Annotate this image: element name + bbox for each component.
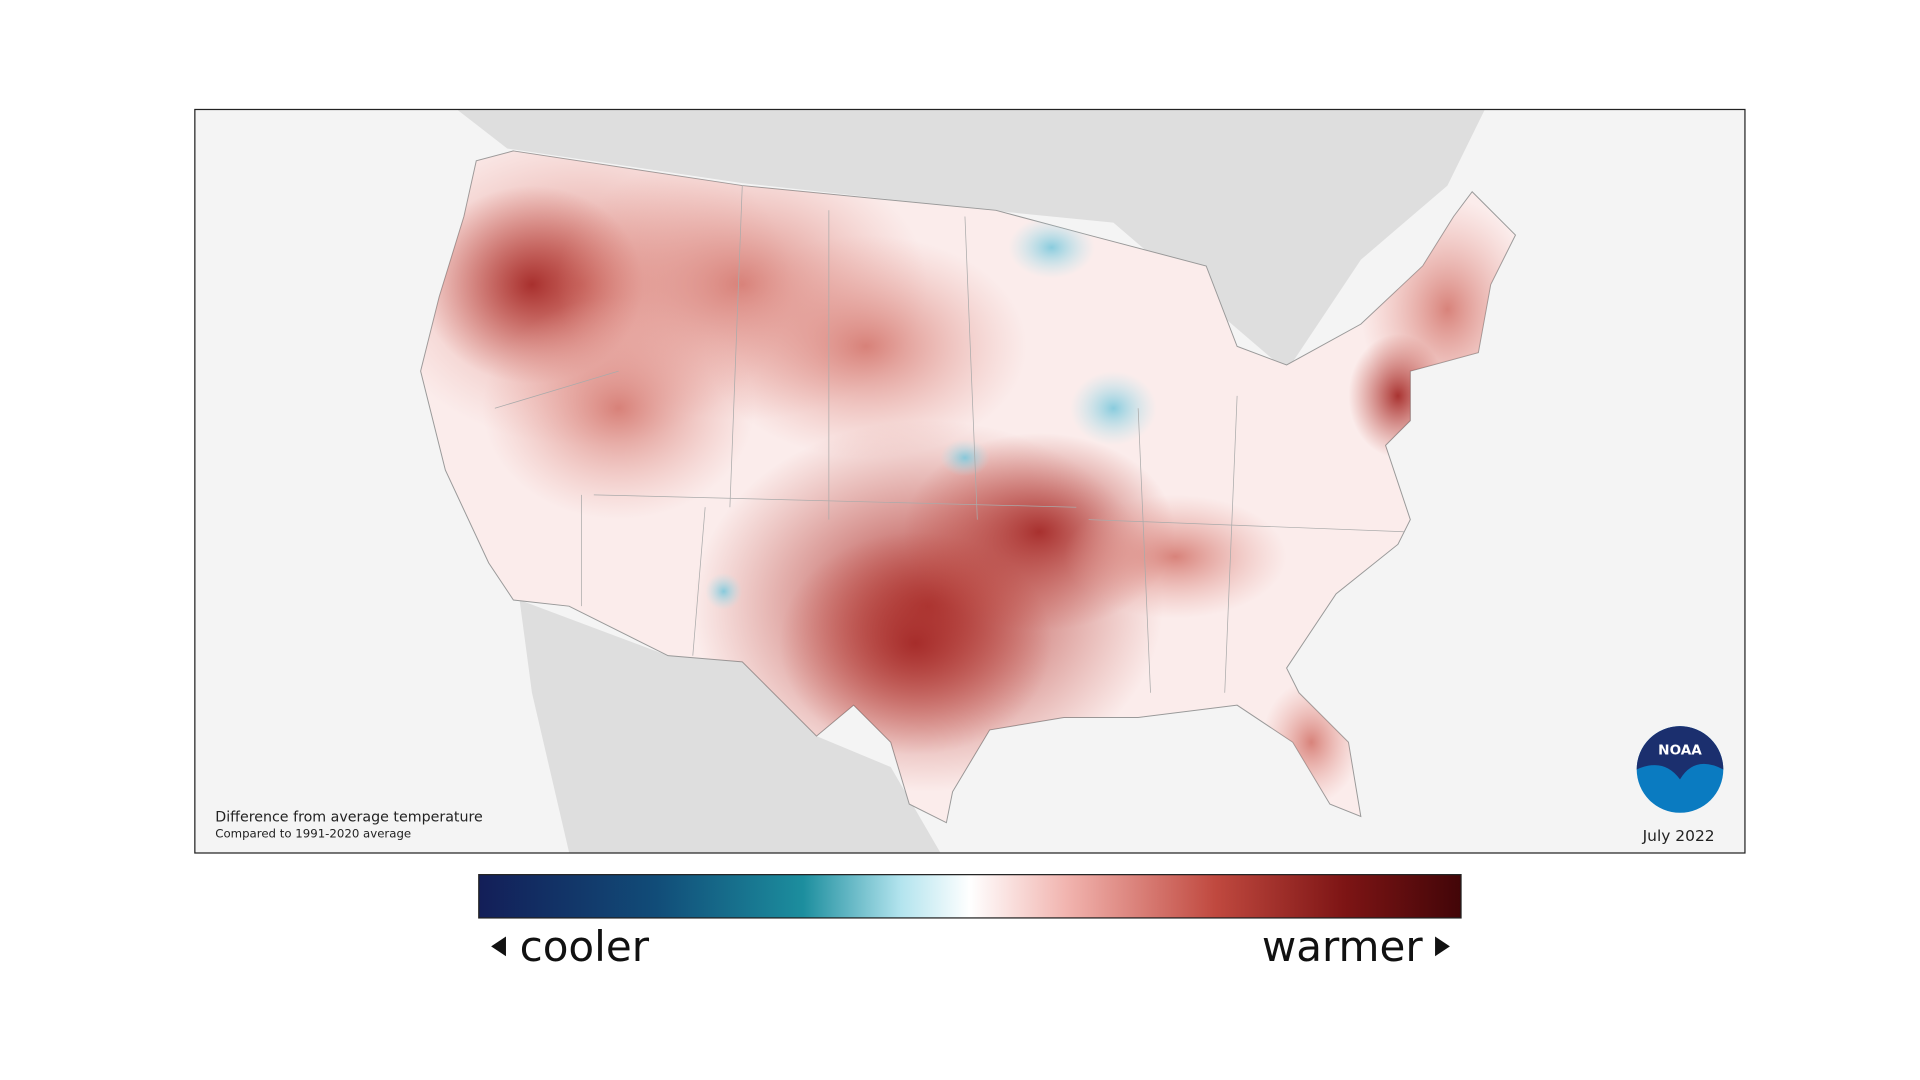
left-arrow <box>491 936 506 957</box>
right-arrow <box>1435 936 1450 957</box>
anomaly-blob <box>940 439 990 477</box>
anomaly-blob <box>1008 216 1095 279</box>
logo-text: NOAA <box>1658 743 1702 759</box>
map-caption: Difference from average temperature <box>215 809 483 825</box>
canada <box>457 110 1485 372</box>
noaa-logo: NOAA <box>1636 726 1724 813</box>
map-date: July 2022 <box>1642 827 1715 845</box>
map-subcaption: Compared to 1991-2020 average <box>215 827 411 841</box>
anomaly-blob <box>705 235 1027 458</box>
map-frame: Difference from average temperature Comp… <box>195 110 1745 853</box>
state-borders <box>494 185 1411 693</box>
legend-high-label: warmer <box>1262 922 1424 971</box>
map-border <box>194 108 1746 854</box>
color-scale <box>478 874 1462 919</box>
mexico <box>519 600 941 853</box>
anomaly-blob <box>482 296 755 520</box>
anomaly-blob <box>1063 494 1287 619</box>
anomaly-blob <box>1070 371 1157 446</box>
anomaly-blob <box>705 572 743 610</box>
legend-low-label: cooler <box>520 922 650 971</box>
